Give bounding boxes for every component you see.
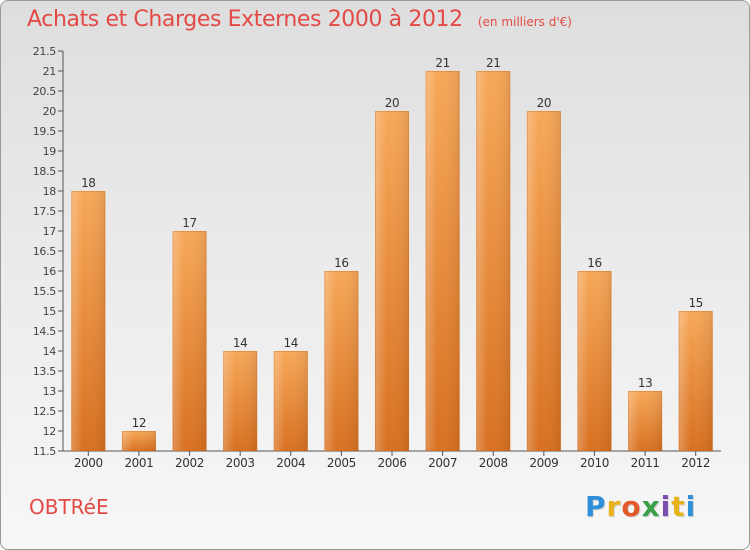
x-tick-label: 2011: [631, 456, 660, 470]
x-tick-label: 2010: [580, 456, 609, 470]
bar-outline: [678, 311, 713, 451]
x-tick-label: 2003: [226, 456, 255, 470]
bar-outline: [476, 71, 511, 451]
chart-subtitle: (en milliers d'€): [477, 15, 572, 29]
chart-header: Achats et Charges Externes 2000 à 2012 (…: [27, 7, 572, 32]
y-tick-label: 14.5: [33, 325, 57, 338]
x-tick-label: 2008: [479, 456, 508, 470]
y-tick-label: 15: [43, 305, 57, 318]
data-label: 12: [132, 416, 146, 430]
y-tick-label: 17.5: [33, 205, 57, 218]
bar-outline: [425, 71, 460, 451]
bar-outline: [375, 111, 409, 451]
bar-outline: [324, 271, 359, 451]
x-tick-label: 2002: [175, 456, 204, 470]
data-label: 20: [537, 96, 551, 110]
chart-bars: [71, 71, 713, 451]
y-tick-label: 17: [43, 225, 57, 238]
bar-highlight: [526, 111, 561, 451]
data-label: 14: [233, 336, 247, 350]
data-label: 16: [334, 256, 348, 270]
bar-highlight: [324, 271, 359, 451]
y-tick-label: 21.5: [33, 45, 57, 58]
bar-highlight: [678, 311, 713, 451]
chart-axes: 11.5 12 12.5 13 13.5 14 14.5 15 15.5 16 16.5 17 17.5…: [33, 45, 721, 470]
x-tick-label: 2009: [529, 456, 558, 470]
x-tick-label: 2001: [124, 456, 153, 470]
bar-highlight: [425, 71, 460, 451]
y-tick-label: 14: [43, 345, 57, 358]
x-tick-label: 2007: [428, 456, 457, 470]
bar-outline: [577, 271, 612, 451]
y-tick-label: 13: [43, 385, 57, 398]
bar-outline: [526, 111, 561, 451]
data-label: 21: [486, 56, 500, 70]
y-tick-label: 16.5: [33, 245, 57, 258]
y-tick-label: 13.5: [33, 365, 57, 378]
logo-letter: t: [671, 490, 686, 523]
logo-letter: x: [641, 490, 661, 523]
x-tick-label: 2006: [378, 456, 407, 470]
bar-highlight: [577, 271, 612, 451]
y-tick-label: 18: [43, 185, 57, 198]
bar-highlight: [121, 431, 156, 451]
y-tick-label: 12.5: [33, 405, 57, 418]
data-label: 14: [284, 336, 298, 350]
bar-outline: [121, 431, 156, 451]
x-tick-label: 2005: [327, 456, 356, 470]
x-tick-label: 2004: [276, 456, 305, 470]
y-tick-label: 20: [43, 105, 57, 118]
logo-letter: o: [621, 490, 642, 523]
y-tick-label: 19: [43, 145, 57, 158]
bar-highlight: [71, 191, 106, 451]
bar-outline: [273, 351, 308, 451]
data-label: 17: [182, 216, 196, 230]
y-tick-label: 21: [43, 65, 56, 78]
y-tick-label: 12: [43, 425, 56, 438]
data-label: 15: [688, 296, 702, 310]
logo-letter: i: [685, 490, 697, 523]
bar-highlight: [628, 391, 663, 451]
y-tick-label: 15.5: [33, 285, 57, 298]
y-tick-label: 20.5: [33, 85, 57, 98]
data-label: 20: [385, 96, 399, 110]
bar-outline: [71, 191, 106, 451]
data-label: 16: [587, 256, 601, 270]
bar-highlight: [476, 71, 511, 451]
y-tick-label: 11.5: [33, 445, 57, 458]
y-tick-label: 19.5: [33, 125, 57, 138]
chart-data-labels: 18 12 17 14 14 16 20 21 21 20 16 13 15: [81, 56, 703, 430]
bar-outline: [172, 231, 207, 451]
logo-letter: r: [606, 490, 622, 523]
data-label: 18: [81, 176, 95, 190]
y-tick-label: 18.5: [33, 165, 57, 178]
bar-highlight: [172, 231, 207, 451]
data-label: 21: [435, 56, 449, 70]
bar-highlight: [223, 351, 258, 451]
data-label: 13: [638, 376, 652, 390]
logo-letter: i: [660, 490, 672, 523]
bar-outline: [223, 351, 258, 451]
bar-highlight: [273, 351, 308, 451]
logo-letter: P: [585, 490, 607, 523]
bar-outline: [628, 391, 663, 451]
y-tick-label: 16: [43, 265, 57, 278]
commune-name: OBTRéE: [29, 495, 109, 519]
x-tick-label: 2012: [681, 456, 710, 470]
x-tick-label: 2000: [74, 456, 103, 470]
proxiti-logo: Proxiti: [585, 490, 696, 523]
chart-title: Achats et Charges Externes 2000 à 2012: [27, 7, 463, 32]
bar-highlight: [375, 111, 409, 451]
